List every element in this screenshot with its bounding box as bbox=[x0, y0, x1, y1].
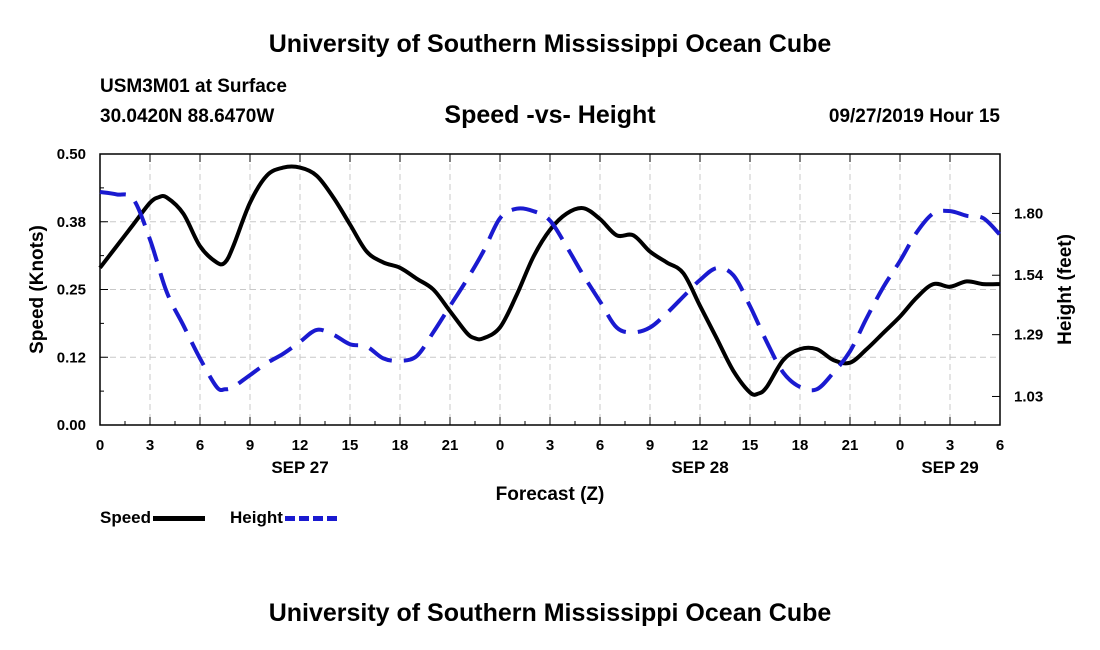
x-tick-label: 15 bbox=[342, 437, 359, 454]
y-axis-title: Speed (Knots) bbox=[27, 225, 48, 354]
y-tick-label: 0.25 bbox=[57, 282, 86, 299]
y-tick-label: 0.38 bbox=[57, 214, 86, 231]
x-tick-label: 0 bbox=[896, 437, 904, 454]
legend-height-swatch bbox=[284, 515, 337, 521]
x-tick-label: 3 bbox=[946, 437, 954, 454]
chart-title: Speed -vs- Height bbox=[444, 101, 656, 129]
x-tick-label: 3 bbox=[146, 437, 154, 454]
y-tick-label: 0.50 bbox=[57, 146, 86, 163]
date-label: SEP 29 bbox=[921, 458, 978, 477]
y2-tick-label: 1.29 bbox=[1014, 327, 1043, 344]
x-tick-label: 15 bbox=[742, 437, 759, 454]
y-tick-label: 0.00 bbox=[57, 417, 86, 434]
date-label: SEP 27 bbox=[271, 458, 328, 477]
y2-tick-label: 1.80 bbox=[1014, 205, 1043, 222]
date-label: SEP 28 bbox=[671, 458, 728, 477]
y2-axis-title: Height (feet) bbox=[1055, 234, 1076, 345]
x-tick-label: 9 bbox=[246, 437, 254, 454]
x-tick-label: 9 bbox=[646, 437, 654, 454]
legend-height: Height bbox=[230, 508, 337, 528]
y-tick-label: 0.12 bbox=[57, 349, 86, 366]
legend-speed: Speed bbox=[100, 508, 206, 528]
footer-title: University of Southern Mississippi Ocean… bbox=[268, 599, 832, 627]
x-tick-label: 6 bbox=[996, 437, 1004, 454]
x-tick-label: 0 bbox=[496, 437, 504, 454]
station-coordinates: 30.0420N 88.6470W bbox=[100, 106, 275, 127]
legend-speed-label: Speed bbox=[100, 508, 152, 527]
station-name: USM3M01 at Surface bbox=[100, 76, 287, 97]
legend-height-label: Height bbox=[230, 508, 283, 527]
y2-tick-label: 1.54 bbox=[1014, 267, 1044, 284]
x-tick-label: 18 bbox=[792, 437, 809, 454]
series-line-height bbox=[99, 190, 1002, 393]
plot-frame bbox=[99, 153, 1001, 426]
x-tick-label: 21 bbox=[842, 437, 859, 454]
x-tick-label: 6 bbox=[596, 437, 604, 454]
x-tick-label: 6 bbox=[196, 437, 204, 454]
x-tick-label: 0 bbox=[96, 437, 104, 454]
forecast-datetime: 09/27/2019 Hour 15 bbox=[828, 106, 1000, 127]
x-tick-label: 12 bbox=[692, 437, 709, 454]
x-tick-label: 18 bbox=[392, 437, 409, 454]
y2-tick-label: 1.03 bbox=[1014, 388, 1043, 405]
x-axis-title: Forecast (Z) bbox=[496, 484, 605, 505]
legend-speed-swatch bbox=[153, 515, 206, 521]
x-tick-label: 3 bbox=[546, 437, 554, 454]
x-tick-label: 12 bbox=[292, 437, 309, 454]
x-tick-label: 21 bbox=[442, 437, 459, 454]
series-line-speed bbox=[98, 164, 1001, 397]
page-title: University of Southern Mississippi Ocean… bbox=[268, 30, 832, 58]
